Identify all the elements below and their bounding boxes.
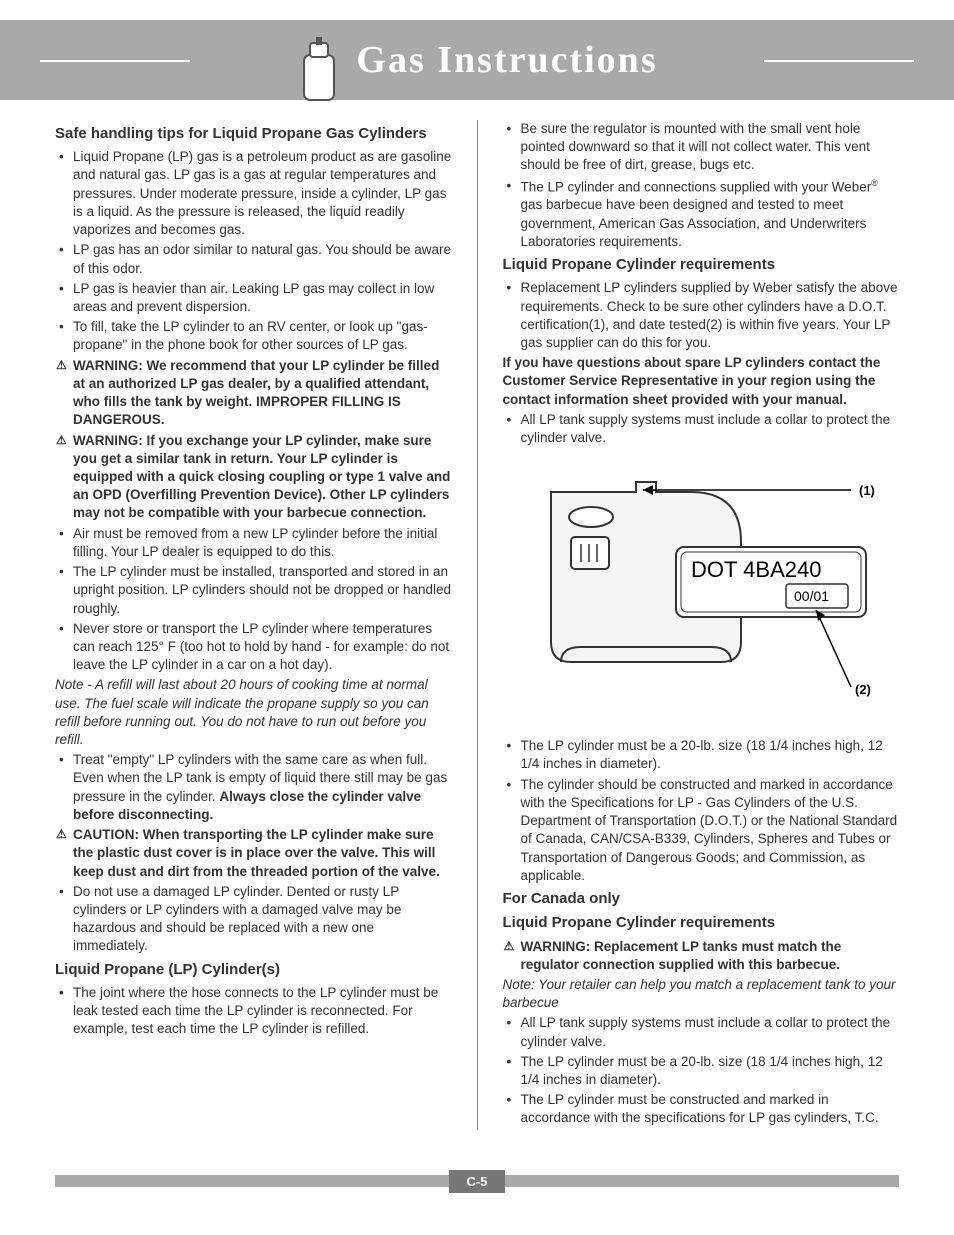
section-heading: For Canada only: [503, 889, 900, 909]
list-item: To fill, take the LP cylinder to an RV c…: [73, 318, 452, 354]
warning-item: WARNING: Replacement LP tanks must match…: [521, 938, 900, 974]
list-item: The LP cylinder must be installed, trans…: [73, 563, 452, 618]
content-area: Safe handling tips for Liquid Propane Ga…: [0, 100, 954, 1170]
header-title: Gas Instructions: [296, 15, 657, 105]
column-divider: [477, 120, 478, 1130]
svg-text:DOT 4BA240: DOT 4BA240: [691, 557, 821, 582]
title-text: Gas Instructions: [356, 38, 657, 82]
bullet-list: Treat "empty" LP cylinders with the same…: [55, 751, 452, 955]
bullet-list: All LP tank supply systems must include …: [503, 411, 900, 447]
note-text: Note: Your retailer can help you match a…: [503, 976, 900, 1012]
footer-line: [505, 1175, 899, 1187]
list-item: Replacement LP cylinders supplied by Web…: [521, 279, 900, 352]
bullet-list: All LP tank supply systems must include …: [503, 1014, 900, 1127]
list-item: The LP cylinder must be constructed and …: [521, 1091, 900, 1127]
list-item: The LP cylinder must be a 20-lb. size (1…: [521, 737, 900, 773]
list-item: Treat "empty" LP cylinders with the same…: [73, 751, 452, 824]
list-item: The joint where the hose connects to the…: [73, 984, 452, 1039]
svg-text:(2): (2): [855, 682, 871, 697]
section-heading: Liquid Propane Cylinder requirements: [503, 913, 900, 933]
list-item: The LP cylinder and connections supplied…: [521, 177, 900, 251]
section-heading: Safe handling tips for Liquid Propane Ga…: [55, 124, 452, 144]
section-heading: Liquid Propane (LP) Cylinder(s): [55, 960, 452, 980]
bold-paragraph: If you have questions about spare LP cyl…: [503, 354, 900, 409]
list-item: Liquid Propane (LP) gas is a petroleum p…: [73, 148, 452, 239]
list-item: Do not use a damaged LP cylinder. Dented…: [73, 883, 452, 956]
svg-text:(1): (1): [859, 483, 875, 498]
list-item: Air must be removed from a new LP cylind…: [73, 525, 452, 561]
footer: C-5: [0, 1170, 954, 1213]
list-item: Never store or transport the LP cylinder…: [73, 620, 452, 675]
list-item: The LP cylinder must be a 20-lb. size (1…: [521, 1053, 900, 1089]
list-item: All LP tank supply systems must include …: [521, 411, 900, 447]
bullet-list: Be sure the regulator is mounted with th…: [503, 120, 900, 251]
bullet-list: WARNING: Replacement LP tanks must match…: [503, 938, 900, 974]
header-bar: Gas Instructions: [0, 20, 954, 100]
list-item: LP gas has an odor similar to natural ga…: [73, 241, 452, 277]
propane-tank-icon: [296, 35, 346, 105]
bullet-list: Replacement LP cylinders supplied by Web…: [503, 279, 900, 352]
list-item: CAUTION: When transporting the LP cylind…: [73, 826, 452, 881]
list-item: WARNING: If you exchange your LP cylinde…: [73, 432, 452, 523]
list-item: WARNING: We recommend that your LP cylin…: [73, 357, 452, 430]
page-number: C-5: [449, 1170, 506, 1193]
footer-line: [55, 1175, 449, 1187]
note-text: Note - A refill will last about 20 hours…: [55, 676, 452, 749]
list-item: All LP tank supply systems must include …: [521, 1014, 900, 1050]
list-item: LP gas is heavier than air. Leaking LP g…: [73, 280, 452, 316]
right-column: Be sure the regulator is mounted with th…: [503, 120, 900, 1130]
bullet-list: The LP cylinder must be a 20-lb. size (1…: [503, 737, 900, 885]
bullet-list: The joint where the hose connects to the…: [55, 984, 452, 1039]
left-column: Safe handling tips for Liquid Propane Ga…: [55, 120, 452, 1130]
bullet-list: Liquid Propane (LP) gas is a petroleum p…: [55, 148, 452, 674]
list-item: Be sure the regulator is mounted with th…: [521, 120, 900, 175]
section-heading: Liquid Propane Cylinder requirements: [503, 255, 900, 275]
svg-text:00/01: 00/01: [794, 588, 829, 604]
list-item: The cylinder should be constructed and m…: [521, 776, 900, 885]
cylinder-diagram: DOT 4BA240 00/01 (1) (2): [511, 462, 891, 722]
